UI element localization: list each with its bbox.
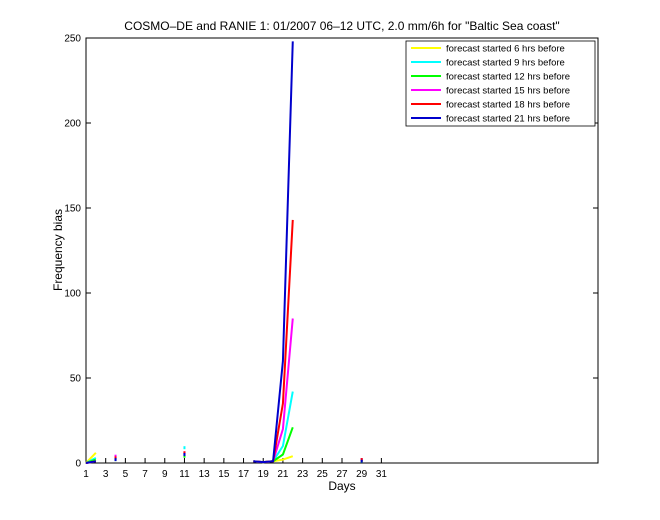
x-tick-label: 15 [218, 469, 230, 480]
x-tick-label: 25 [317, 469, 329, 480]
series-line [253, 41, 294, 464]
x-axis-label: Days [328, 479, 355, 493]
x-tick-label: 1 [83, 469, 89, 480]
y-tick-label: 250 [64, 34, 81, 45]
series-line [85, 460, 97, 464]
x-tick-label: 23 [297, 469, 309, 480]
chart-title: COSMO–DE and RANIE 1: 01/2007 06–12 UTC,… [124, 19, 559, 33]
x-tick-label: 27 [336, 469, 348, 480]
legend-label: forecast started 15 hrs before [446, 86, 570, 97]
y-axis-label: Frequency bias [51, 209, 65, 291]
x-tick-label: 21 [277, 469, 289, 480]
x-tick-label: 29 [356, 469, 368, 480]
y-tick-label: 150 [64, 204, 81, 215]
legend-label: forecast started 6 hrs before [446, 44, 565, 55]
x-axis: 1 3 5 7 9 11 13 15 17 19 21 23 25 27 29 31 [83, 458, 387, 480]
x-tick-label: 17 [238, 469, 250, 480]
x-tick-label: 9 [162, 469, 168, 480]
series-6 [85, 41, 363, 464]
x-tick-label: 7 [142, 469, 148, 480]
series-layer [85, 41, 363, 464]
y-tick-label: 50 [70, 374, 82, 385]
x-tick-label: 5 [123, 469, 129, 480]
y-tick-label: 100 [64, 289, 81, 300]
legend-label: forecast started 18 hrs before [446, 100, 570, 111]
x-tick-label: 31 [376, 469, 388, 480]
legend-label: forecast started 12 hrs before [446, 72, 570, 83]
legend-label: forecast started 9 hrs before [446, 58, 565, 69]
x-tick-label: 11 [179, 469, 190, 480]
x-tick-label: 19 [258, 469, 270, 480]
y-tick-label: 200 [64, 119, 81, 130]
y-tick-label: 0 [75, 459, 81, 470]
x-tick-label: 3 [103, 469, 109, 480]
legend-label: forecast started 21 hrs before [446, 114, 570, 125]
legend: forecast started 6 hrs before forecast st… [405, 40, 596, 127]
legend-box [405, 40, 596, 127]
x-tick-label: 13 [199, 469, 211, 480]
